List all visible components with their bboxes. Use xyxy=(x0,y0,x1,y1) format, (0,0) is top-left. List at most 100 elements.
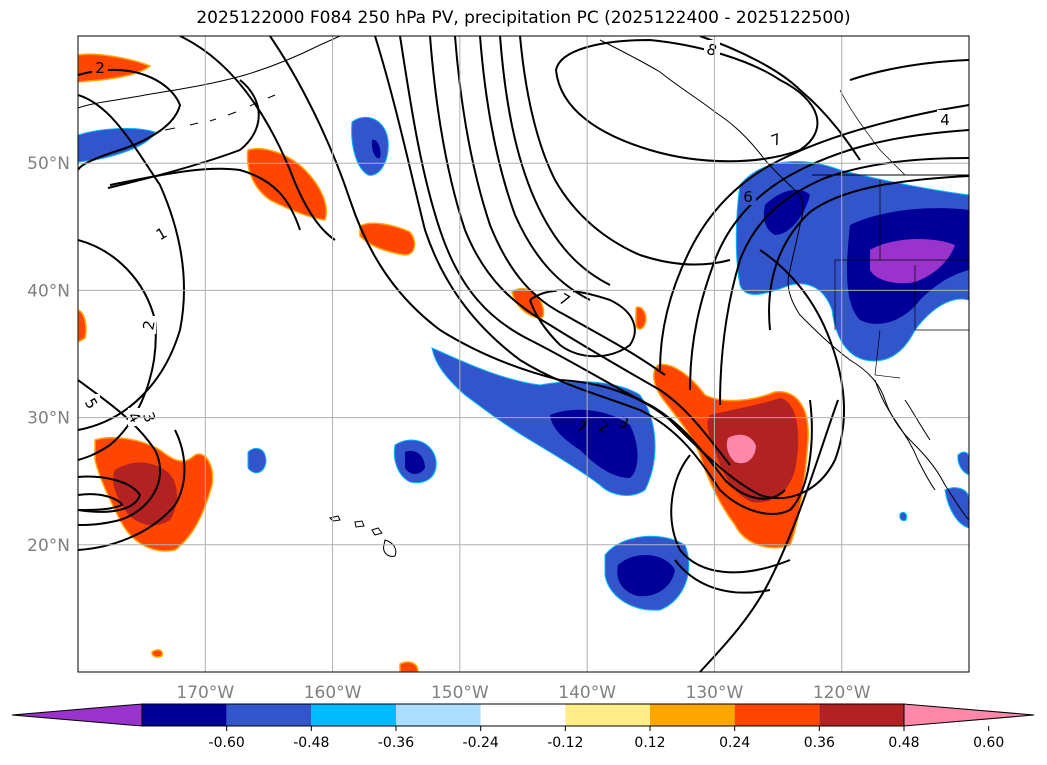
colorbar-segment xyxy=(819,704,904,726)
latitude-tick-labels: 20°N 30°N 40°N 50°N xyxy=(27,154,70,556)
pv-contour xyxy=(670,454,791,574)
pv-contour xyxy=(78,475,142,513)
precip-blob xyxy=(944,487,969,529)
lon-tick-label: 160°W xyxy=(304,683,362,703)
gridlines xyxy=(78,36,969,672)
pv-contour xyxy=(674,559,771,594)
colorbar-tick-label: 0.48 xyxy=(888,735,919,751)
precip-blob xyxy=(246,148,327,221)
colorbar: -0.60 -0.48 -0.36 -0.24 -0.12 0.12 0.24 0.36 0.4… xyxy=(11,703,1035,751)
positive-precip-areas xyxy=(78,53,809,672)
longitude-tick-labels: 170°W 160°W 150°W 140°W 130°W 120°W xyxy=(176,683,870,703)
pv-contour xyxy=(849,59,969,81)
alaska-coastline xyxy=(78,36,341,109)
north-america-west-coast xyxy=(787,194,969,521)
colorbar-tick-label: -0.60 xyxy=(209,735,245,751)
lat-tick-label: 20°N xyxy=(27,536,70,556)
pv-contour xyxy=(479,36,591,301)
colorbar-segment xyxy=(650,704,735,726)
precip-blob xyxy=(78,127,156,163)
precip-blob xyxy=(113,462,177,526)
pv-contour xyxy=(429,36,731,466)
lon-tick-label: 130°W xyxy=(686,683,744,703)
pv-contour xyxy=(78,94,185,431)
pv-contour xyxy=(78,429,186,551)
colorbar-tick-label: 0.24 xyxy=(719,735,750,751)
colorbar-segment xyxy=(396,704,481,726)
contour-label: 6 xyxy=(743,188,753,206)
precip-blob xyxy=(763,189,810,235)
map-title: 2025122000 F084 250 hPa PV, precipitatio… xyxy=(196,8,851,28)
precip-blob xyxy=(635,306,647,330)
pv-contour xyxy=(78,68,182,171)
lat-tick-label: 40°N xyxy=(27,281,70,301)
pv-contour xyxy=(699,36,861,161)
pv-contour xyxy=(454,36,666,376)
aleutian-islands xyxy=(164,94,276,131)
colorbar-segment xyxy=(311,704,396,726)
precip-blob xyxy=(359,222,416,256)
contour-label: 2 xyxy=(139,319,158,332)
pv-contour xyxy=(78,493,124,511)
precip-blob xyxy=(151,649,164,658)
colorbar-extend-high xyxy=(903,703,1035,727)
negative-precip-areas xyxy=(78,117,969,611)
precip-blob xyxy=(399,661,419,672)
lon-tick-label: 150°W xyxy=(431,683,489,703)
precip-blob xyxy=(78,309,87,343)
precip-blob xyxy=(617,554,675,597)
precip-blob xyxy=(870,238,955,284)
colorbar-tick-label: 0.12 xyxy=(634,735,665,751)
pv-contour xyxy=(78,239,157,461)
pv-contour xyxy=(78,379,161,526)
lon-tick-label: 170°W xyxy=(176,683,234,703)
colorbar-segment xyxy=(226,704,312,726)
precip-fields xyxy=(78,53,969,672)
precip-blob xyxy=(78,53,152,83)
precip-blob xyxy=(957,451,969,476)
precip-blob xyxy=(351,117,389,176)
lat-tick-label: 50°N xyxy=(27,154,70,174)
precip-blob xyxy=(405,450,425,474)
pv-contour xyxy=(499,36,611,286)
colorbar-tick-label: 0.60 xyxy=(973,735,1004,751)
precip-blob xyxy=(371,139,381,159)
map-frame xyxy=(77,35,970,673)
pv-contour xyxy=(659,104,969,371)
pv-contour xyxy=(179,36,336,241)
precip-blob xyxy=(899,511,907,522)
precip-blob xyxy=(247,447,267,474)
pv-contour xyxy=(699,399,839,672)
hawaii-islands xyxy=(329,515,397,557)
coastlines xyxy=(78,36,969,557)
pv-contour xyxy=(374,36,813,515)
colorbar-frame xyxy=(141,703,905,727)
colorbar-tick-label: -0.36 xyxy=(378,735,414,751)
precip-blob xyxy=(550,409,638,478)
precip-blob xyxy=(726,434,756,464)
pv-contour xyxy=(519,36,731,266)
alaska-panhandle-coastline xyxy=(599,39,801,196)
colorbar-tick-label: -0.12 xyxy=(547,735,583,751)
colorbar-extend-low xyxy=(11,703,143,727)
pv-contour xyxy=(107,79,260,189)
colorbar-tick-label: -0.24 xyxy=(463,735,499,751)
baja-california-coastline xyxy=(874,379,936,491)
pv-contour xyxy=(768,175,969,331)
colorbar-segment xyxy=(142,704,227,726)
contour-label: 2 xyxy=(95,59,105,77)
pv-contour-labels: 2 1 2 5 4 3 7 7 2 3 7 6 8 4 xyxy=(81,40,953,437)
pv-contours xyxy=(78,36,969,672)
pv-contour xyxy=(554,38,819,163)
pv-contour xyxy=(719,157,969,406)
canada-province-border xyxy=(839,89,906,176)
pv-contour xyxy=(399,36,786,500)
lat-tick-label: 30°N xyxy=(27,409,70,429)
pv-contour xyxy=(529,289,636,358)
colorbar-tick-label: -0.48 xyxy=(293,735,329,751)
lon-tick-label: 120°W xyxy=(813,683,871,703)
us-state-borders xyxy=(834,180,969,379)
colorbar-tick-label: 0.36 xyxy=(804,735,835,751)
colorbar-segment xyxy=(480,704,566,726)
